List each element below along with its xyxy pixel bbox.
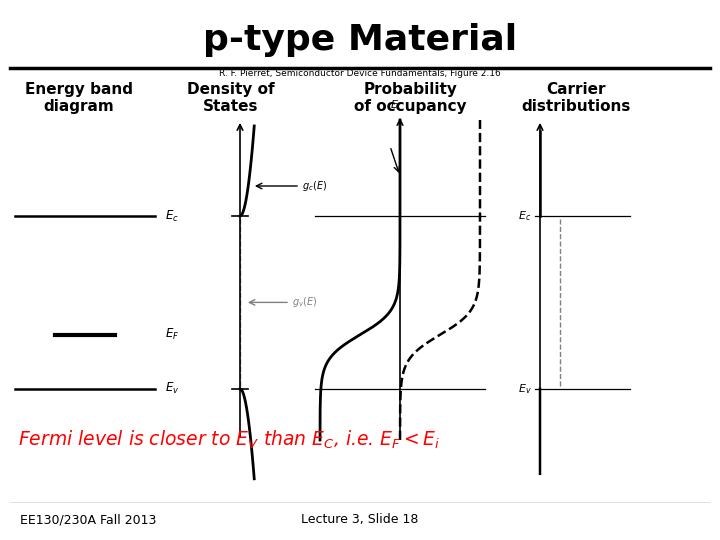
Text: $E_v$: $E_v$ — [518, 382, 531, 396]
Text: $E_c$: $E_c$ — [165, 208, 179, 224]
Text: EE130/230A Fall 2013: EE130/230A Fall 2013 — [20, 514, 156, 526]
Text: p-type Material: p-type Material — [203, 23, 517, 57]
Text: Lecture 3, Slide 18: Lecture 3, Slide 18 — [301, 514, 419, 526]
Text: $E$: $E$ — [390, 98, 400, 110]
Text: $E_v$: $E_v$ — [165, 381, 179, 396]
Text: $g_c(E)$: $g_c(E)$ — [302, 179, 327, 193]
Text: $g_v(E)$: $g_v(E)$ — [292, 295, 318, 309]
Text: Density of
States: Density of States — [186, 82, 274, 114]
Text: $E_F$: $E_F$ — [165, 327, 179, 342]
Text: Probability
of occupancy: Probability of occupancy — [354, 82, 467, 114]
Text: Carrier
distributions: Carrier distributions — [521, 82, 631, 114]
Text: Energy band
diagram: Energy band diagram — [25, 82, 133, 114]
Text: $E_c$: $E_c$ — [518, 209, 531, 223]
Text: R. F. Pierret, Semiconductor Device Fundamentals, Figure 2.16: R. F. Pierret, Semiconductor Device Fund… — [219, 70, 501, 78]
Text: Fermi level is closer to $E_V$ than $E_C$, i.e. $E_F < E_i$: Fermi level is closer to $E_V$ than $E_C… — [18, 429, 440, 451]
